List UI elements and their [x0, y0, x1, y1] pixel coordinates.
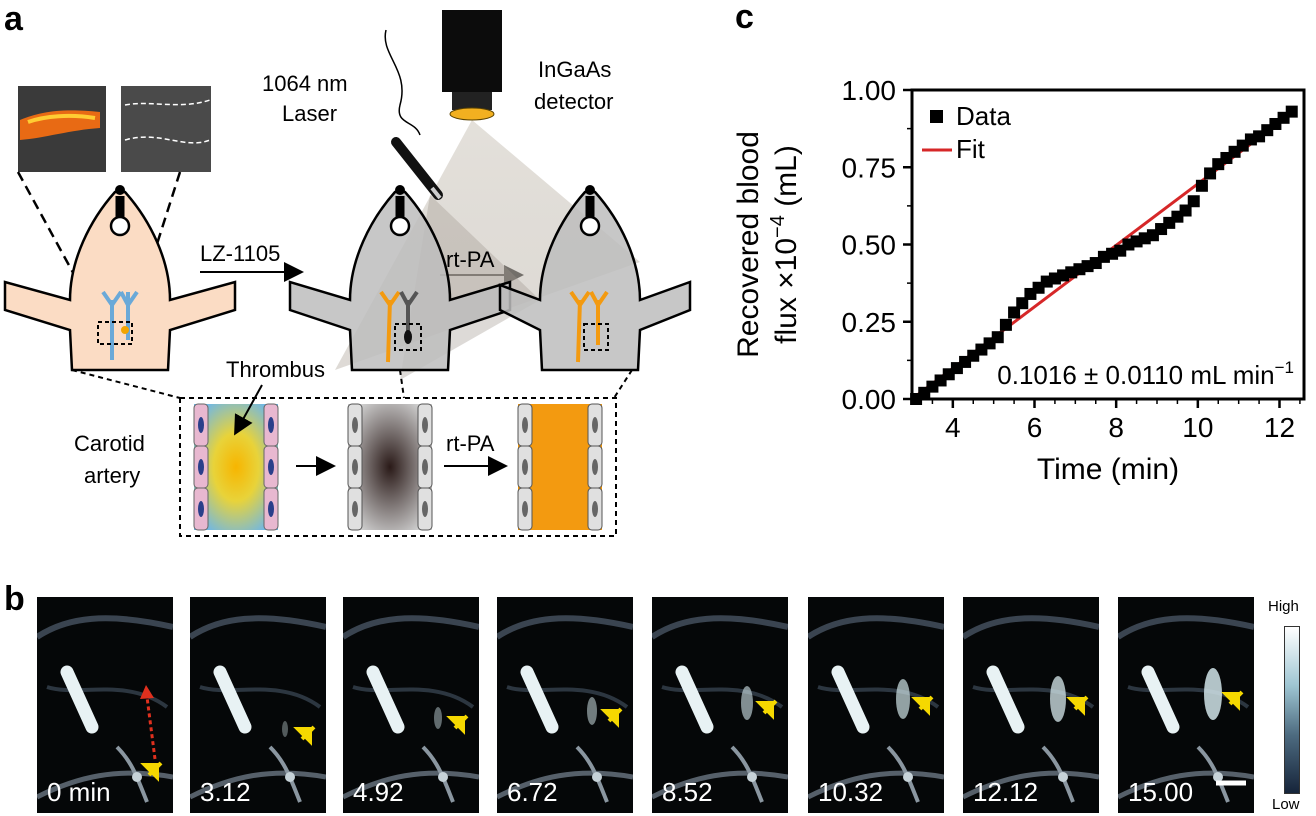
- nir-frame: 15.00: [1118, 597, 1254, 813]
- carotid-label-1: Carotid: [74, 431, 145, 456]
- detector-label-2: detector: [534, 89, 614, 114]
- data-point: [1285, 105, 1298, 118]
- panel-c-chart: 4 6 8 10 12 0.00 0.25 0.50 0.75 1.00 Time (min) Rec…: [732, 75, 1306, 486]
- x-tick-label: 8: [1108, 412, 1124, 443]
- carotid-label-2: artery: [84, 463, 141, 488]
- panel-letter-b: b: [4, 580, 25, 618]
- nir-image: [497, 615, 633, 803]
- red-flow-arrow-icon: [145, 696, 157, 760]
- x-tick-label: 12: [1264, 412, 1295, 443]
- y-tick-label: 0.50: [842, 230, 897, 261]
- colorbar-high-label: High: [1268, 598, 1299, 615]
- nir-image: [652, 615, 788, 803]
- nir-frame: 12.12: [963, 597, 1099, 813]
- nir-image: [808, 615, 944, 803]
- frame-time-label: 12.12: [973, 777, 1039, 807]
- data-point: [1269, 117, 1282, 130]
- laser-head: [391, 137, 443, 200]
- yellow-arrow-icon: [600, 707, 623, 728]
- mouse-3: [498, 185, 692, 372]
- data-point: [1187, 195, 1200, 208]
- colorbar-low-label: Low: [1272, 796, 1300, 813]
- frame-time-label: 3.12: [200, 777, 251, 807]
- yellow-arrow-icon: [755, 699, 778, 720]
- y-tick-label: 0.25: [842, 307, 897, 338]
- laser-label-2: Laser: [282, 101, 338, 126]
- frame-time-label: 0 min: [47, 777, 111, 807]
- detector-label-1: InGaAs: [538, 57, 612, 82]
- x-tick-label: 4: [945, 412, 961, 443]
- y-tick-label: 0.75: [842, 152, 897, 183]
- colorbar: [1284, 626, 1300, 794]
- step-label-rtpa: rt-PA: [446, 247, 495, 272]
- laser-fiber: [384, 29, 421, 136]
- yellow-arrow-icon: [293, 725, 316, 746]
- frame-time-label: 4.92: [353, 777, 404, 807]
- inset-box: [179, 397, 617, 537]
- data-point: [1008, 306, 1021, 319]
- nir-image: [343, 615, 479, 803]
- vessel-open: [517, 403, 603, 531]
- nir-image: [963, 615, 1099, 803]
- nir-frame: 10.32: [808, 597, 944, 813]
- fit-annotation: 0.1016 ± 0.0110 mL min−1: [997, 358, 1294, 390]
- laser-label-1: 1064 nm: [262, 71, 348, 96]
- frame-time-label: 15.00: [1128, 777, 1194, 807]
- y-tick-label: 1.00: [842, 75, 897, 106]
- nir-image: [37, 615, 173, 803]
- legend-data-marker: [930, 110, 943, 123]
- y-tick-label: 0.00: [842, 384, 897, 415]
- nir-frame: 0 min: [37, 597, 173, 813]
- frame-time-label: 10.32: [818, 777, 884, 807]
- nir-image: [190, 615, 326, 803]
- red-arrowhead-icon: [140, 685, 154, 699]
- ingaas-detector: [442, 10, 502, 121]
- legend-data-label: Data: [956, 101, 1011, 131]
- y-axis-label-line1: Recovered blood: [732, 131, 765, 358]
- nir-frame: 3.12: [190, 597, 326, 813]
- data-point: [991, 331, 1004, 344]
- y-axis-label-line2: flux ×10−4 (mL): [767, 145, 803, 344]
- yellow-arrow-icon: [911, 695, 934, 716]
- inset-label-rtpa: rt-PA: [446, 431, 495, 456]
- nir-image: [1118, 615, 1254, 803]
- data-point: [1016, 297, 1029, 310]
- data-point: [999, 318, 1012, 331]
- nir-frame: 4.92: [343, 597, 479, 813]
- step-label-lz1105: LZ-1105: [200, 241, 281, 266]
- x-tick-label: 6: [1027, 412, 1043, 443]
- yellow-arrow-icon: [1066, 695, 1089, 716]
- frame-time-label: 6.72: [507, 777, 558, 807]
- x-axis-label: Time (min): [1037, 453, 1179, 486]
- x-tick-label: 10: [1182, 412, 1213, 443]
- yellow-arrow-icon: [140, 761, 163, 782]
- mouse-2: [288, 185, 512, 372]
- frame-time-label: 8.52: [662, 777, 713, 807]
- vessel-thrombus: [193, 403, 279, 531]
- nir-frame: 8.52: [652, 597, 788, 813]
- yellow-arrow-icon: [1221, 690, 1244, 711]
- data-point: [1179, 204, 1192, 217]
- panel-letter-c: c: [735, 0, 754, 36]
- vessel-dark: [347, 403, 433, 531]
- panel-letter-a: a: [4, 0, 23, 38]
- nir-frame: 6.72: [497, 597, 633, 813]
- yellow-arrow-icon: [446, 714, 469, 735]
- data-point: [1204, 167, 1217, 180]
- legend-fit-label: Fit: [956, 134, 986, 164]
- data-point: [1097, 250, 1110, 263]
- thrombus-label: Thrombus: [226, 357, 326, 382]
- ultrasound-inset-right: [121, 86, 211, 172]
- panel-a-schematic: [3, 10, 692, 537]
- mouse-1: [3, 185, 237, 372]
- data-point: [1195, 179, 1208, 192]
- ultrasound-inset-left: [18, 86, 106, 172]
